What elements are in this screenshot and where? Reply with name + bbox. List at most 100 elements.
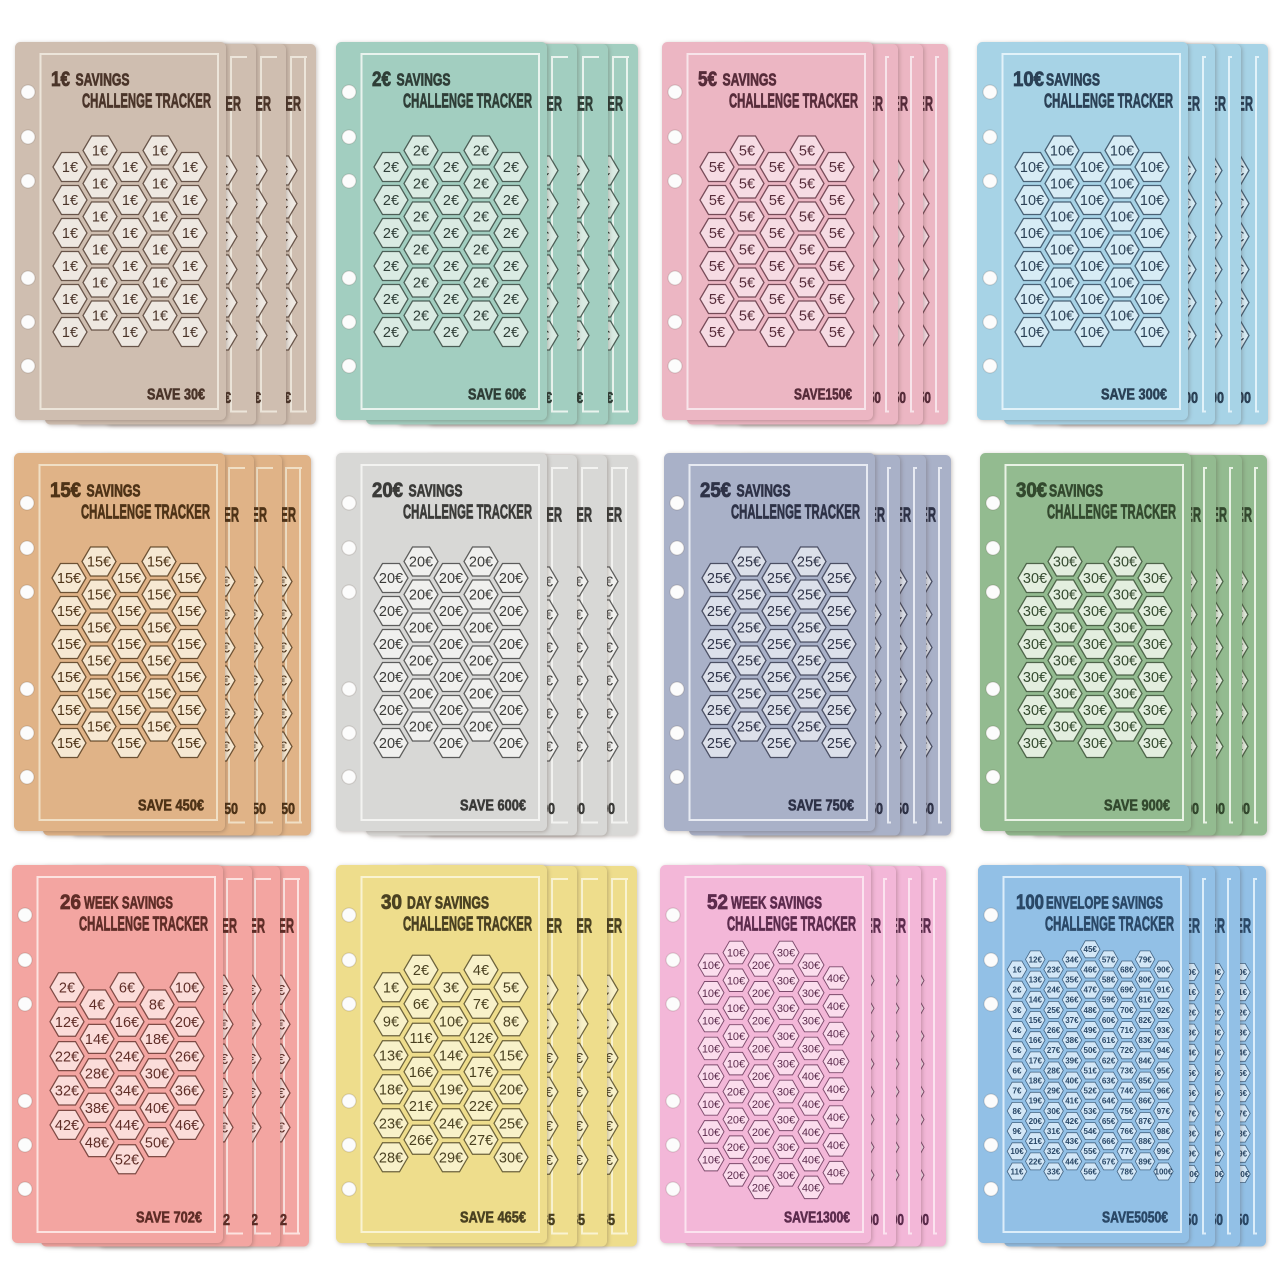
svg-text:42€: 42€: [1065, 1116, 1079, 1125]
svg-text:8€: 8€: [1013, 1106, 1022, 1115]
svg-text:20€: 20€: [439, 604, 463, 620]
svg-text:90€: 90€: [1208, 968, 1222, 977]
svg-text:30€: 30€: [777, 1003, 795, 1015]
svg-text:WEEK SAVINGS: WEEK SAVINGS: [84, 892, 173, 912]
svg-text:22€: 22€: [1029, 1157, 1043, 1166]
svg-text:5€: 5€: [503, 980, 519, 996]
svg-text:85€: 85€: [1138, 1076, 1152, 1085]
svg-text:5€: 5€: [799, 177, 815, 193]
svg-text:62€: 62€: [1102, 1056, 1116, 1065]
svg-text:2€: 2€: [413, 276, 429, 292]
svg-text:SAVE 30€: SAVE 30€: [147, 387, 205, 404]
svg-text:96€: 96€: [1157, 1086, 1171, 1095]
svg-text:SAVINGS: SAVINGS: [737, 481, 791, 501]
svg-text:56€: 56€: [1084, 1167, 1098, 1176]
svg-text:25€: 25€: [797, 555, 821, 571]
svg-text:25€: 25€: [827, 670, 851, 686]
svg-text:30€: 30€: [1023, 703, 1047, 719]
svg-text:20€: 20€: [727, 1086, 745, 1098]
svg-text:5€: 5€: [799, 210, 815, 226]
svg-text:1€: 1€: [152, 177, 168, 193]
svg-text:20€: 20€: [499, 736, 523, 752]
svg-text:5€: 5€: [739, 177, 755, 193]
svg-text:18€: 18€: [1029, 1076, 1043, 1085]
svg-text:15€: 15€: [147, 621, 171, 637]
svg-text:25€: 25€: [767, 637, 791, 653]
svg-text:1€: 1€: [62, 226, 78, 242]
svg-text:1€: 1€: [51, 68, 70, 91]
svg-text:41€: 41€: [1065, 1096, 1079, 1105]
svg-text:5€: 5€: [829, 325, 845, 341]
svg-text:90€: 90€: [1182, 968, 1196, 977]
svg-text:15€: 15€: [147, 555, 171, 571]
svg-text:10€: 10€: [702, 1015, 720, 1027]
svg-text:99€: 99€: [1157, 1147, 1171, 1156]
svg-text:100€: 100€: [1206, 1170, 1224, 1179]
svg-text:30: 30: [381, 891, 402, 914]
svg-text:SAVE 300€: SAVE 300€: [1101, 387, 1167, 404]
svg-text:96€: 96€: [1208, 1089, 1222, 1098]
svg-text:15€: 15€: [147, 654, 171, 670]
svg-text:20€: 20€: [469, 588, 493, 604]
svg-text:30€: 30€: [1113, 621, 1137, 637]
svg-text:15€: 15€: [87, 588, 111, 604]
svg-text:5€: 5€: [829, 226, 845, 242]
svg-text:29€: 29€: [439, 1150, 463, 1166]
svg-text:1€: 1€: [62, 193, 78, 209]
svg-text:15€: 15€: [147, 720, 171, 736]
svg-text:10€: 10€: [1080, 259, 1104, 275]
svg-text:99€: 99€: [1182, 1150, 1196, 1159]
svg-text:20€: 20€: [409, 621, 433, 637]
svg-text:20€: 20€: [752, 1182, 770, 1194]
svg-text:30€: 30€: [1083, 670, 1107, 686]
svg-text:5€: 5€: [739, 309, 755, 325]
svg-text:87€: 87€: [1138, 1116, 1152, 1125]
svg-text:97€: 97€: [1208, 1109, 1222, 1118]
svg-text:54€: 54€: [1084, 1126, 1098, 1135]
svg-text:94€: 94€: [1182, 1049, 1196, 1058]
svg-text:78€: 78€: [1120, 1167, 1134, 1176]
svg-text:5€: 5€: [769, 292, 785, 308]
svg-text:CHALLENGE TRACKER: CHALLENGE TRACKER: [731, 501, 860, 524]
svg-text:57€: 57€: [1102, 955, 1116, 964]
svg-text:30€: 30€: [1053, 621, 1077, 637]
svg-text:18€: 18€: [145, 1032, 169, 1048]
svg-text:1€: 1€: [182, 160, 198, 176]
svg-text:25€: 25€: [707, 571, 731, 587]
svg-text:44€: 44€: [115, 1118, 139, 1134]
svg-text:SAVINGS: SAVINGS: [75, 70, 129, 90]
svg-text:10€: 10€: [439, 1014, 463, 1030]
svg-text:10€: 10€: [1110, 309, 1134, 325]
svg-text:15€: 15€: [87, 654, 111, 670]
svg-text:10€: 10€: [702, 1098, 720, 1110]
svg-text:2€: 2€: [503, 226, 519, 242]
svg-text:30€: 30€: [1143, 670, 1167, 686]
svg-text:20€: 20€: [727, 1114, 745, 1126]
svg-text:5€: 5€: [799, 144, 815, 160]
svg-text:100: 100: [1016, 891, 1044, 914]
svg-text:CHALLENGE TRACKER: CHALLENGE TRACKER: [1044, 90, 1173, 113]
svg-text:93€: 93€: [1182, 1028, 1196, 1037]
svg-text:10€: 10€: [1140, 160, 1164, 176]
svg-text:30€: 30€: [777, 1058, 795, 1070]
svg-text:63€: 63€: [1102, 1076, 1116, 1085]
svg-text:2€: 2€: [413, 243, 429, 259]
svg-text:68€: 68€: [1120, 965, 1134, 974]
svg-text:3€: 3€: [1013, 1005, 1022, 1014]
svg-text:5€: 5€: [739, 144, 755, 160]
svg-text:2€: 2€: [413, 963, 429, 979]
svg-text:34€: 34€: [115, 1083, 139, 1099]
svg-text:40€: 40€: [827, 1000, 845, 1012]
svg-text:1€: 1€: [92, 309, 108, 325]
svg-text:10€: 10€: [1050, 144, 1074, 160]
svg-text:28€: 28€: [85, 1066, 109, 1082]
svg-text:5€: 5€: [739, 210, 755, 226]
svg-text:30€: 30€: [802, 959, 820, 971]
svg-text:96€: 96€: [1234, 1089, 1248, 1098]
svg-text:CHALLENGE TRACKER: CHALLENGE TRACKER: [79, 912, 208, 935]
svg-text:30€: 30€: [1023, 571, 1047, 587]
svg-text:26€: 26€: [175, 1049, 199, 1065]
svg-text:25€: 25€: [707, 604, 731, 620]
svg-text:20€: 20€: [752, 1154, 770, 1166]
svg-text:SAVE5050€: SAVE5050€: [1102, 1209, 1168, 1226]
